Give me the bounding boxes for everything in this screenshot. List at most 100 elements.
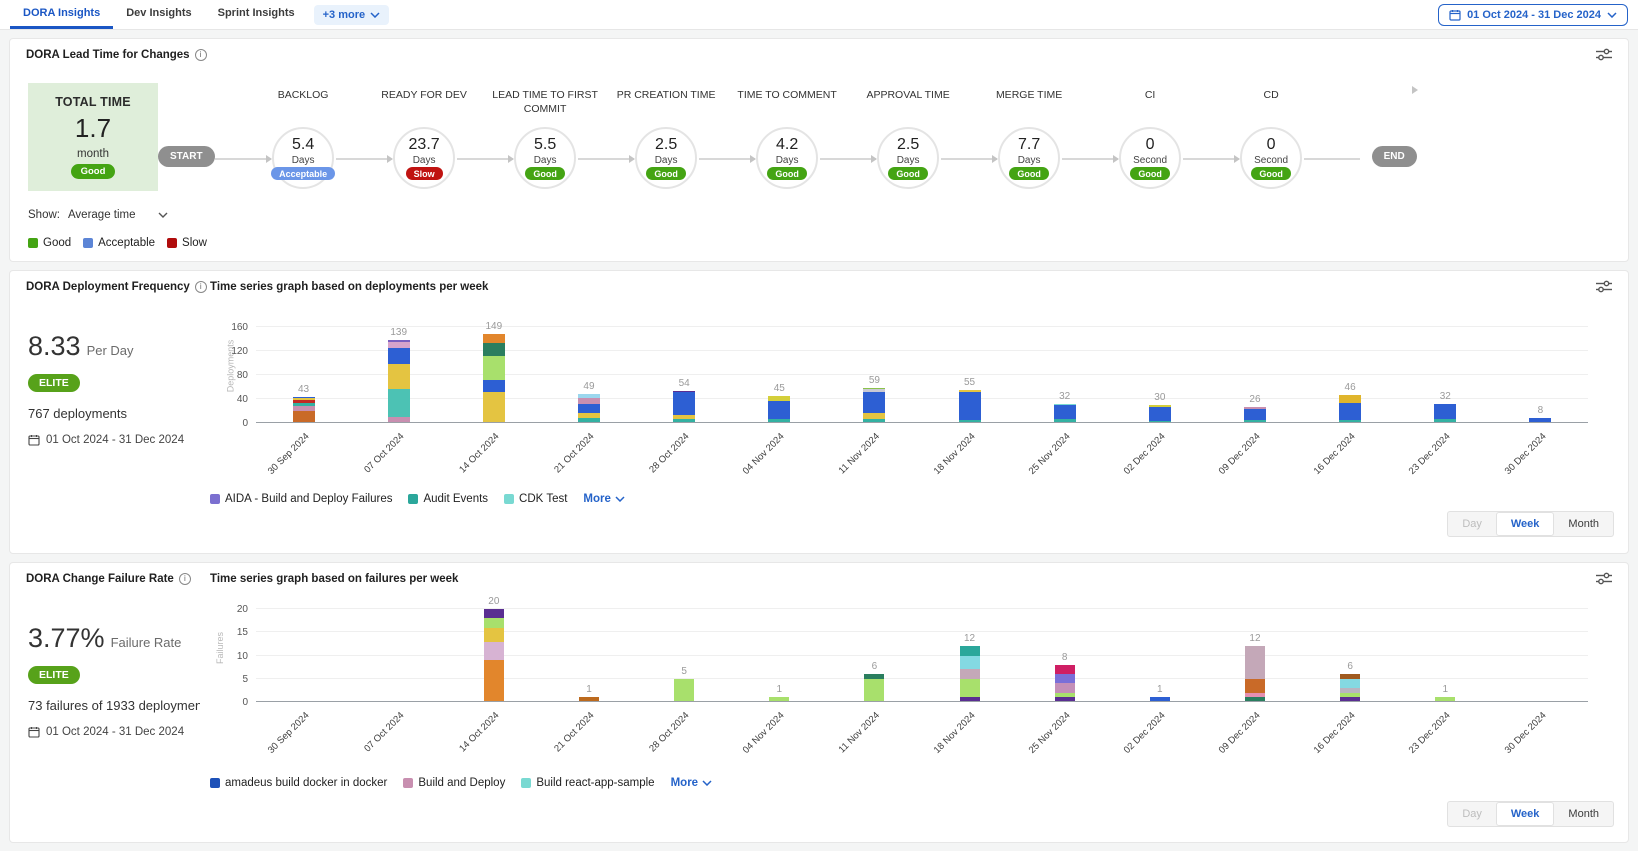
stacked-bar[interactable]: 5	[674, 666, 695, 702]
filter-icon[interactable]	[1596, 572, 1612, 585]
stacked-bar[interactable]: 30	[1148, 392, 1171, 423]
stage-circle[interactable]: 5.4 Days Acceptable	[271, 127, 336, 189]
metric-unit: Failure Rate	[110, 635, 182, 650]
x-tick-label: 11 Nov 2024	[836, 710, 883, 756]
stacked-bar[interactable]: 1	[1435, 684, 1456, 702]
show-value: Average time	[67, 209, 136, 221]
stacked-bar[interactable]: 6	[1340, 661, 1361, 702]
bar-segment	[863, 418, 886, 423]
bar-segment	[482, 343, 505, 356]
x-tick-label: 30 Sep 2024	[265, 431, 312, 477]
stacked-bar[interactable]: 46	[1339, 382, 1362, 423]
legend-more-link[interactable]: More	[671, 777, 712, 789]
stage-circle[interactable]: 2.5 Days Good	[635, 127, 698, 189]
bar-value-label: 20	[488, 596, 500, 608]
stacked-bar[interactable]: 54	[673, 378, 696, 423]
stacked-bar[interactable]: 8	[1054, 652, 1075, 702]
stacked-bar[interactable]: 26	[1243, 394, 1266, 423]
bar-segment	[483, 609, 504, 619]
bar-segment	[673, 419, 696, 423]
deployment-panel: DORA Deployment Frequency Time series gr…	[9, 270, 1629, 554]
flow-arrow	[940, 155, 998, 163]
toggle-day[interactable]: Day	[1448, 802, 1496, 826]
stage-circle[interactable]: 7.7 Days Good	[998, 127, 1061, 189]
info-icon[interactable]	[194, 280, 207, 293]
stacked-bar[interactable]: 1	[1149, 684, 1170, 702]
calendar-icon	[28, 435, 40, 446]
stacked-bar[interactable]: 139	[387, 327, 410, 423]
toggle-week[interactable]: Week	[1495, 802, 1555, 826]
gridline	[256, 654, 1588, 656]
stage-circle[interactable]: 5.5 Days Good	[514, 127, 577, 189]
stacked-bar[interactable]: 43	[292, 384, 315, 423]
filter-icon[interactable]	[1596, 48, 1612, 61]
stacked-bar[interactable]: 1	[769, 684, 790, 702]
date-range-row: 01 Oct 2024 - 31 Dec 2024	[28, 726, 200, 738]
stage-circle[interactable]: 0 Second Good	[1240, 127, 1303, 189]
gridline	[256, 422, 1588, 423]
legend-item-aida-build-and-deploy-failures: AIDA - Build and Deploy Failures	[210, 493, 392, 505]
x-tick-label: 30 Sep 2024	[265, 710, 312, 756]
flow-arrow	[819, 155, 877, 163]
bar-slot: 49 21 Oct 2024	[541, 327, 636, 475]
stacked-bar[interactable]: 12	[1244, 633, 1265, 702]
legend-more-link[interactable]: More	[583, 493, 625, 505]
tab-dora-insights[interactable]: DORA Insights	[10, 0, 114, 29]
bar-segment	[482, 333, 505, 344]
legend-swatch	[210, 778, 220, 788]
toggle-month[interactable]: Month	[1554, 802, 1613, 826]
bar-value-label: 149	[485, 320, 503, 332]
tab-sprint-insights[interactable]: Sprint Insights	[217, 7, 295, 19]
show-selector[interactable]: Show: Average time	[28, 209, 168, 221]
stacked-bar[interactable]: 12	[959, 633, 980, 702]
bar-segment	[864, 674, 885, 679]
stacked-bar[interactable]: 55	[958, 377, 981, 423]
filter-icon[interactable]	[1596, 280, 1612, 293]
bar-segment	[958, 391, 981, 420]
info-icon[interactable]	[194, 48, 207, 61]
info-icon[interactable]	[178, 572, 191, 585]
stage-name: TIME TO COMMENT	[737, 89, 837, 101]
failure-granularity-toggle: Day Week Month	[1447, 801, 1614, 827]
metric-unit: Per Day	[86, 343, 134, 358]
stacked-bar[interactable]: 8	[1529, 405, 1552, 423]
legend-swatch	[504, 494, 515, 504]
date-range-button[interactable]: 01 Oct 2024 - 31 Dec 2024	[1438, 3, 1628, 26]
show-label: Show:	[28, 209, 60, 221]
stacked-bar[interactable]: 149	[482, 321, 505, 423]
legend-item-build-react-app-sample: Build react-app-sample	[521, 777, 655, 789]
calendar-icon	[28, 727, 40, 738]
tab-dev-insights[interactable]: Dev Insights	[126, 7, 192, 19]
bar-value-label: 26	[1249, 394, 1261, 406]
stacked-bar[interactable]: 1	[578, 684, 599, 702]
stacked-bar[interactable]: 6	[864, 661, 885, 702]
stacked-bar[interactable]: 32	[1434, 391, 1457, 423]
y-tick-label: 0	[242, 697, 248, 708]
x-tick-label: 23 Dec 2024	[1407, 431, 1454, 477]
stacked-bar[interactable]: 59	[863, 375, 886, 423]
more-tabs-chip[interactable]: +3 more	[313, 4, 390, 25]
stacked-bar[interactable]: 32	[1053, 391, 1076, 423]
stage-circle[interactable]: 0 Second Good	[1119, 127, 1182, 189]
stage-circle[interactable]: 4.2 Days Good	[756, 127, 819, 189]
gridline	[256, 398, 1588, 399]
stage-status-badge: Good	[1130, 167, 1170, 180]
lead-time-panel: DORA Lead Time for Changes TOTAL TIME 1.…	[9, 38, 1629, 262]
stacked-bar[interactable]: 45	[768, 383, 791, 423]
stage-circle[interactable]: 2.5 Days Good	[877, 127, 940, 189]
bar-slot: 1 02 Dec 2024	[1112, 609, 1207, 756]
toggle-day[interactable]: Day	[1448, 512, 1496, 536]
bar-segment	[1340, 678, 1361, 689]
bar-value-label: 43	[298, 384, 310, 396]
stacked-bar[interactable]: 49	[577, 381, 600, 423]
gridline	[256, 677, 1588, 679]
toggle-month[interactable]: Month	[1554, 512, 1613, 536]
bar-segment	[1434, 419, 1457, 423]
bar-segment	[958, 420, 981, 423]
stage-circle[interactable]: 23.7 Days Slow	[393, 127, 456, 189]
bar-segment	[1434, 403, 1457, 420]
bar-slot: 149 14 Oct 2024	[446, 321, 541, 475]
stage-cd: CD 0 Second Good	[1182, 89, 1332, 189]
stacked-bar[interactable]: 20	[483, 596, 504, 702]
toggle-week[interactable]: Week	[1495, 512, 1555, 536]
